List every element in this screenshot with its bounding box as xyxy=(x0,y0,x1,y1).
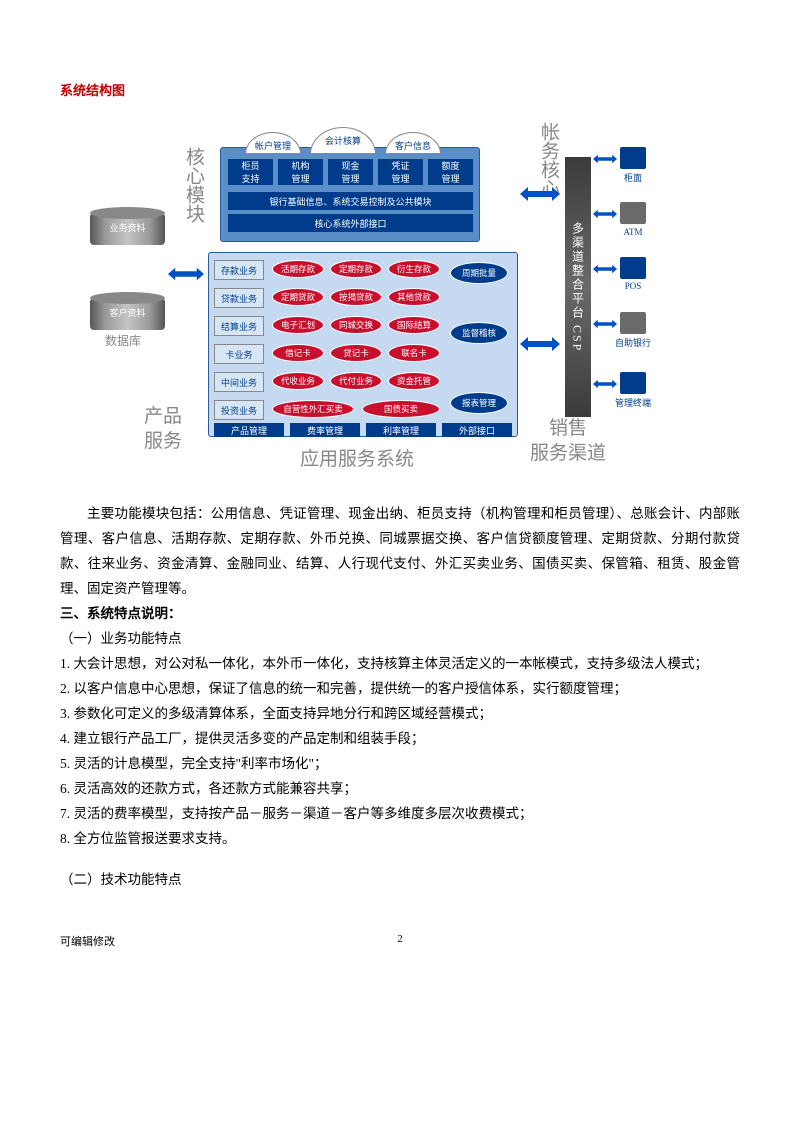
sub-2-heading: （二）技术功能特点 xyxy=(60,868,740,893)
list-item: 6. 灵活高效的还款方式，各还款方式能兼容共享； xyxy=(60,777,740,802)
channel-atm: ATM xyxy=(608,227,658,237)
pill-deriv-deposit: 衍生存款 xyxy=(388,260,440,278)
list-item: 4. 建立银行产品工厂，提供灵活多变的产品定制和组装手段； xyxy=(60,727,740,752)
pill-batch: 周期批量 xyxy=(450,262,508,284)
paragraph-1: 主要功能模块包括：公用信息、凭证管理、现金出纳、柜员支持（机构管理和柜员管理）、… xyxy=(60,502,740,602)
pill-intl-settle: 国际结算 xyxy=(388,316,440,334)
sub-1-heading: （一）业务功能特点 xyxy=(60,627,740,652)
channel-mgmt-icon xyxy=(620,372,646,394)
tab-accounting: 会计核算 xyxy=(310,127,376,154)
cat-settle: 结算业务 xyxy=(214,316,264,336)
pill-debit: 借记卡 xyxy=(272,344,324,362)
cat-card: 卡业务 xyxy=(214,344,264,364)
cylinder-customer: 客户资料 xyxy=(90,292,165,330)
cylinder-business: 业务资料 xyxy=(90,207,165,245)
list-item: 1. 大会计思想，对公对私一体化，本外币一体化，支持核算主体灵活定义的一本帐模式… xyxy=(60,652,740,677)
channel-atm-icon xyxy=(620,202,646,224)
arrow-db xyxy=(168,267,204,281)
footer-left: 可编辑修改 xyxy=(60,936,115,948)
label-product: 产品服务 xyxy=(138,405,188,454)
pill-custody: 资金托管 xyxy=(388,372,440,390)
arrow-ch5 xyxy=(593,377,617,391)
pill-report: 报表管理 xyxy=(450,392,508,414)
label-database: 数据库 xyxy=(105,332,141,349)
pill-mortgage: 按揭贷款 xyxy=(330,288,382,306)
arrow-app-csp xyxy=(520,337,560,351)
bottom-product: 产品管理 xyxy=(214,423,284,437)
label-sales: 销售服务渠道 xyxy=(528,417,608,466)
architecture-diagram: 核心模块 帐务核心 产品服务 应用服务系统 销售服务渠道 帐户管理 会计核算 客… xyxy=(110,117,670,467)
bottom-rate: 利率管理 xyxy=(366,423,436,437)
cat-invest: 投资业务 xyxy=(214,400,264,420)
channel-pos: POS xyxy=(608,281,658,291)
core-cash: 现金管理 xyxy=(328,159,373,185)
bottom-fee: 费率管理 xyxy=(290,423,360,437)
core-org: 机构管理 xyxy=(278,159,323,185)
list-item: 8. 全方位监管报送要求支持。 xyxy=(60,827,740,852)
channel-pos-icon xyxy=(620,257,646,279)
core-teller: 柜员支持 xyxy=(228,159,273,185)
cat-mid: 中间业务 xyxy=(214,372,264,392)
diagram-title: 系统结构图 xyxy=(60,80,740,99)
arrow-ch1 xyxy=(593,152,617,166)
channel-counter-icon xyxy=(620,147,646,169)
list-item: 3. 参数化可定义的多级清算体系，全面支持异地分行和跨区域经营模式； xyxy=(60,702,740,727)
list-item: 2. 以客户信息中心思想，保证了信息的统一和完善，提供统一的客户授信体系，实行额… xyxy=(60,677,740,702)
pill-eft: 电子汇划 xyxy=(272,316,324,334)
cat-loan: 贷款业务 xyxy=(214,288,264,308)
page-number: 2 xyxy=(397,933,403,945)
arrow-ch3 xyxy=(593,262,617,276)
tab-account: 帐户管理 xyxy=(245,132,301,154)
channel-counter: 柜面 xyxy=(608,171,658,184)
pill-local-exchange: 同城交换 xyxy=(330,316,382,334)
list-1: 1. 大会计思想，对公对私一体化，本外币一体化，支持核算主体灵活定义的一本帐模式… xyxy=(60,652,740,852)
core-voucher: 凭证管理 xyxy=(378,159,423,185)
channel-selfservice-icon xyxy=(620,312,646,334)
pill-time-loan: 定期贷款 xyxy=(272,288,324,306)
core-bar2: 核心系统外部接口 xyxy=(228,214,473,232)
csp-bar: 多渠道整合平台 CSP xyxy=(565,157,591,417)
pill-bond: 国债买卖 xyxy=(362,400,440,418)
list-item: 7. 灵活的费率模型，支持按产品－服务－渠道－客户等多维度多层次收费模式； xyxy=(60,802,740,827)
arrow-ch2 xyxy=(593,207,617,221)
core-bar1: 银行基础信息、系统交易控制及公共模块 xyxy=(228,192,473,210)
cat-deposit: 存款业务 xyxy=(214,260,264,280)
pill-pay: 代付业务 xyxy=(330,372,382,390)
pill-time-deposit: 定期存款 xyxy=(330,260,382,278)
tab-customer: 客户信息 xyxy=(385,132,441,154)
pill-credit: 贷记卡 xyxy=(330,344,382,362)
pill-demand-deposit: 活期存款 xyxy=(272,260,324,278)
label-app: 应用服务系统 xyxy=(300,444,414,471)
channel-mgmt: 管理终端 xyxy=(608,396,658,409)
body-text: 主要功能模块包括：公用信息、凭证管理、现金出纳、柜员支持（机构管理和柜员管理）、… xyxy=(60,502,740,893)
pill-forex: 自营性外汇买卖 xyxy=(272,400,354,418)
footer: 可编辑修改 2 xyxy=(60,933,740,949)
pill-audit: 监督稽核 xyxy=(450,322,508,344)
core-limit: 额度管理 xyxy=(428,159,473,185)
arrow-ch4 xyxy=(593,317,617,331)
bottom-ext: 外部接口 xyxy=(442,423,512,437)
label-core: 核心模块 xyxy=(180,147,207,223)
section-3-heading: 三、系统特点说明： xyxy=(60,602,740,627)
pill-cobrand: 联名卡 xyxy=(388,344,440,362)
channel-selfservice: 自助银行 xyxy=(608,336,658,349)
pill-other-loan: 其他贷款 xyxy=(388,288,440,306)
pill-collect: 代收业务 xyxy=(272,372,324,390)
list-item: 5. 灵活的计息模型，完全支持"利率市场化"； xyxy=(60,752,740,777)
arrow-core-csp xyxy=(520,187,560,201)
